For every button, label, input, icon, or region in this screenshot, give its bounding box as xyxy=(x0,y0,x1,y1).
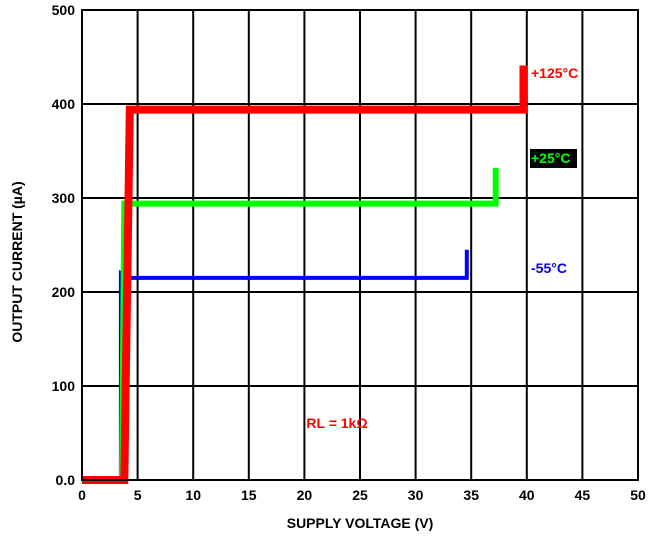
x-tick-label: 40 xyxy=(519,487,535,503)
series-layer xyxy=(82,65,528,484)
y-tick-label: 500 xyxy=(52,2,76,18)
x-tick-label: 0 xyxy=(78,487,86,503)
series-line-125C xyxy=(82,65,528,484)
series-line-25C xyxy=(119,167,499,481)
x-axis-label: SUPPLY VOLTAGE (V) xyxy=(287,515,434,531)
x-tick-label: 50 xyxy=(630,487,646,503)
plot-frame xyxy=(81,9,639,481)
x-tick-label: 20 xyxy=(297,487,313,503)
x-tick-label: 5 xyxy=(134,487,142,503)
annotation-RL1k: RL = 1kΩ xyxy=(306,415,367,431)
y-axis-label: OUTPUT CURRENT (µA) xyxy=(9,181,25,342)
annotations: +125°C +25°C -55°C RL = 1kΩ xyxy=(306,65,578,431)
y-tick-label: 300 xyxy=(52,190,76,206)
annotation-25C: +25°C xyxy=(531,150,570,166)
x-tick-label: 45 xyxy=(575,487,591,503)
tick-labels: 0 5 10 15 20 25 30 35 40 45 50 0.0 100 200 300 400 500 xyxy=(52,2,646,503)
annotation-125C: +125°C xyxy=(531,65,578,81)
x-tick-label: 25 xyxy=(352,487,368,503)
x-tick-label: 15 xyxy=(241,487,257,503)
y-tick-label: 100 xyxy=(52,378,76,394)
x-tick-label: 35 xyxy=(463,487,479,503)
y-tick-label: 200 xyxy=(52,284,76,300)
x-tick-label: 30 xyxy=(408,487,424,503)
x-tick-label: 10 xyxy=(185,487,201,503)
y-tick-label: 0.0 xyxy=(56,472,76,488)
y-tick-label: 400 xyxy=(52,96,76,112)
annotation-55C: -55°C xyxy=(531,260,567,276)
annotation-background xyxy=(530,149,577,168)
